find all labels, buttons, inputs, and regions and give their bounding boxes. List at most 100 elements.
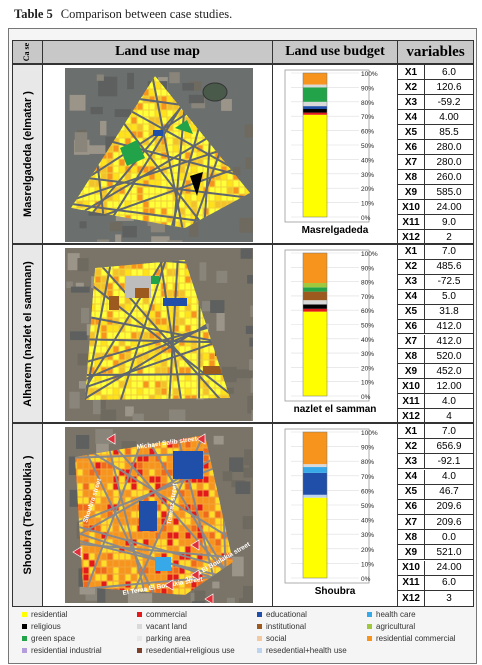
map-parcel <box>197 511 203 518</box>
map-parcel <box>167 553 173 560</box>
map-parcel <box>215 525 221 532</box>
map-parcel <box>77 532 83 539</box>
map-parcel <box>107 339 113 346</box>
map-texture <box>221 99 232 111</box>
map-parcel <box>209 483 215 490</box>
map-parcel <box>173 518 179 525</box>
budget-chart: 100% 90% 80% 70% 60% 50% 40% 30% 20% 10% 0% <box>284 249 378 402</box>
map-parcel <box>95 269 101 276</box>
budget-segment-educational <box>303 106 327 109</box>
map-street <box>75 541 233 561</box>
legend-item-residential-religious: resedential+religious use <box>137 646 235 655</box>
map-parcel <box>101 581 107 588</box>
map-texture <box>226 597 235 603</box>
map-texture <box>87 145 108 154</box>
map-parcel <box>161 367 167 374</box>
map-parcel <box>221 194 227 201</box>
budget-axis-tick: 80% <box>361 280 374 287</box>
map-parcel <box>107 560 113 567</box>
variable-key: X2 <box>398 80 425 94</box>
map-parcel <box>101 360 107 367</box>
map-parcel <box>209 194 215 201</box>
land-use-budget-cell: 100% 90% 80% 70% 60% 50% 40% 30% 20% 10% 0% Shoubra <box>273 424 398 606</box>
budget-segment-green-space <box>303 287 327 292</box>
map-entry-arrow <box>204 593 214 603</box>
map-parcel <box>83 553 89 560</box>
map-parcel <box>173 539 179 546</box>
map-parcel <box>167 131 173 138</box>
map-parcel <box>197 581 203 588</box>
map-institutional <box>109 296 119 310</box>
map-parcel <box>113 553 119 560</box>
budget-axis-tick: 60% <box>361 488 374 495</box>
legend-label: resedential+health use <box>266 646 347 655</box>
map-parcel <box>185 381 191 388</box>
variable-value: 24.00 <box>436 562 462 574</box>
map-parcel <box>209 166 215 173</box>
map-texture <box>229 457 244 472</box>
map-parcel <box>161 318 167 325</box>
variable-key: X1 <box>398 65 425 79</box>
map-parcel <box>149 159 155 166</box>
map-educational <box>139 501 157 531</box>
variable-key: X11 <box>398 215 425 229</box>
map-parcel <box>209 180 215 187</box>
map-parcel <box>143 173 149 180</box>
map-parcel <box>143 89 149 96</box>
map-parcel <box>155 381 161 388</box>
map-parcel <box>89 180 95 187</box>
map-parcel <box>119 381 125 388</box>
budget-axis-tick: 100% <box>361 251 378 258</box>
budget-axis-tick: 20% <box>361 186 374 193</box>
map-parcel <box>137 360 143 367</box>
budget-segment-green-space <box>303 87 327 102</box>
map-parcel <box>95 581 101 588</box>
map-parcel <box>95 546 101 553</box>
land-use-map-cell: Michael Salib street Shoubra street Temraz… <box>43 424 273 606</box>
map-parcel <box>161 360 167 367</box>
variable-key: X10 <box>398 560 425 575</box>
variable-value: 85.5 <box>439 126 459 138</box>
map-parcel <box>137 462 143 469</box>
map-texture <box>115 234 122 242</box>
map-parcel <box>131 360 137 367</box>
map-texture <box>68 456 81 475</box>
map-parcel <box>95 180 101 187</box>
map-parcel <box>113 173 119 180</box>
map-parcel <box>149 476 155 483</box>
map-parcel <box>203 525 209 532</box>
map-parcel <box>83 483 89 490</box>
map-parcel <box>101 166 107 173</box>
map-parcel <box>113 269 119 276</box>
budget-bar-outline <box>302 431 328 579</box>
variable-key: X8 <box>398 530 425 545</box>
map-parcel <box>227 166 233 173</box>
map-parcel <box>161 311 167 318</box>
map-parcel <box>167 469 173 476</box>
map-parcel <box>137 469 143 476</box>
map-parcel <box>137 374 143 381</box>
map-parcel <box>227 395 230 400</box>
map-parcel <box>107 553 113 560</box>
map-parcel <box>203 159 209 166</box>
map-parcel <box>119 187 125 194</box>
map-parcel <box>197 532 203 539</box>
map-parcel <box>197 476 203 483</box>
map-parcel <box>155 588 161 595</box>
map-parcel <box>83 455 89 462</box>
map-parcel <box>119 518 125 525</box>
map-parcel <box>155 441 161 448</box>
variable-key: X2 <box>398 439 425 454</box>
map-parcel <box>77 497 83 504</box>
budget-case-name: Shoubra <box>314 586 356 597</box>
map-parcel <box>131 262 137 269</box>
header-case: Ca se <box>13 41 43 65</box>
map-parcel <box>119 546 125 553</box>
map-parcel <box>173 325 179 332</box>
map-parcel <box>185 346 191 353</box>
budget-chart: 100% 90% 80% 70% 60% 50% 40% 30% 20% 10% 0% <box>284 69 378 223</box>
map-parcel <box>107 581 113 588</box>
map-parcel <box>125 325 131 332</box>
map-parcel <box>101 208 107 215</box>
budget-axis-tick: 60% <box>361 308 374 315</box>
